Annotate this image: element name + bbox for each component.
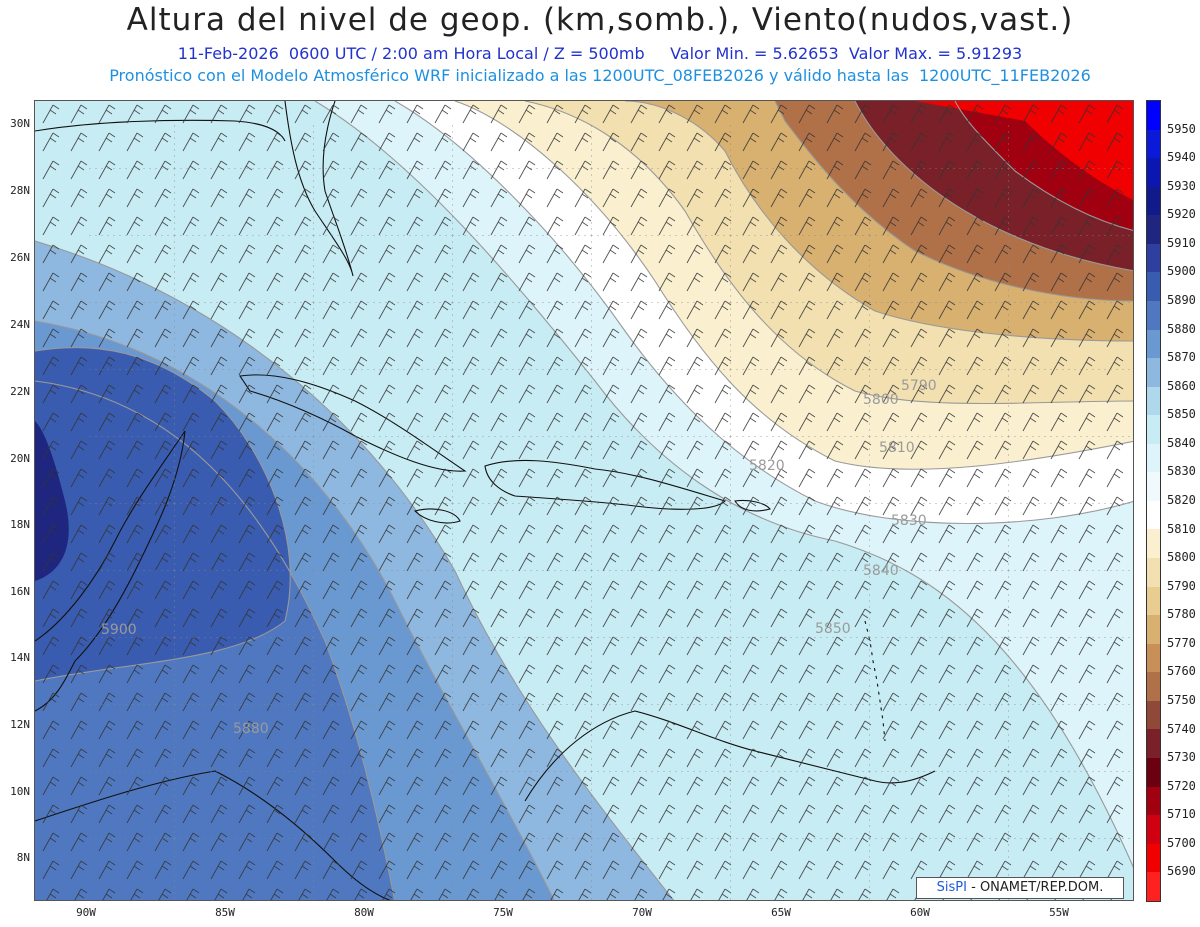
colorbar-segment — [1147, 186, 1160, 216]
colorbar-label: 5920 — [1167, 207, 1196, 222]
colorbar-label: 5730 — [1167, 750, 1196, 765]
geopotential-height-map: 5790 5800 5810 5820 5830 5840 5850 5900 … — [34, 100, 1134, 901]
colorbar-label: 5770 — [1167, 635, 1196, 650]
lon-label: 60W — [910, 906, 930, 919]
colorbar-label: 5710 — [1167, 807, 1196, 822]
colorbar-segment — [1147, 757, 1160, 787]
colorbar-label: 5950 — [1167, 121, 1196, 136]
colorbar-label: 5750 — [1167, 693, 1196, 707]
colorbar — [1146, 100, 1161, 902]
contour-label: 5830 — [891, 513, 927, 529]
colorbar-segment — [1147, 243, 1160, 273]
lat-label: 28N — [10, 184, 30, 197]
colorbar-label: 5740 — [1167, 721, 1196, 736]
lon-label: 80W — [354, 906, 374, 919]
contour-label: 5810 — [879, 440, 915, 456]
colorbar-segment — [1147, 215, 1160, 244]
lon-label: 65W — [771, 906, 791, 919]
colorbar-segment — [1147, 329, 1160, 359]
map-canvas: 5790 5800 5810 5820 5830 5840 5850 5900 … — [35, 101, 1133, 900]
colorbar-label: 5690 — [1167, 864, 1196, 879]
map-subtitle-valid-time: 11-Feb-2026 0600 UTC / 2:00 am Hora Loca… — [177, 44, 1023, 63]
colorbar-segment — [1147, 643, 1160, 673]
colorbar-segment — [1147, 272, 1160, 301]
colorbar-segment — [1147, 415, 1160, 444]
lon-label: 90W — [76, 906, 96, 919]
colorbar-segment — [1147, 700, 1160, 730]
lat-label: 16N — [10, 585, 30, 598]
lat-label: 24N — [10, 318, 30, 331]
colorbar-segment — [1147, 615, 1160, 644]
colorbar-segment — [1147, 358, 1160, 387]
colorbar-segment — [1147, 672, 1160, 701]
colorbar-label: 5940 — [1167, 150, 1196, 165]
contour-label: 5850 — [815, 621, 851, 637]
colorbar-segment — [1147, 843, 1160, 873]
graticule — [87, 121, 1133, 900]
lat-label: 8N — [16, 851, 30, 864]
colorbar-segment — [1147, 300, 1160, 330]
lon-label: 75W — [493, 906, 513, 919]
colorbar-segment — [1147, 443, 1160, 473]
colorbar-label: 5700 — [1167, 835, 1196, 850]
contour-label: 5900 — [101, 622, 137, 638]
contour-label: 5880 — [233, 721, 269, 737]
colorbar-segment — [1147, 101, 1160, 130]
colorbar-label: 5910 — [1167, 235, 1196, 250]
colorbar-label: 5930 — [1167, 178, 1196, 193]
colorbar-segment — [1147, 872, 1160, 901]
credit-box: SisPI - ONAMET/REP.DOM. — [916, 877, 1124, 899]
colorbar-segment — [1147, 386, 1160, 416]
colorbar-label: 5850 — [1167, 407, 1196, 422]
lat-label: 22N — [10, 385, 30, 398]
lat-label: 10N — [10, 785, 30, 798]
lat-label: 12N — [10, 718, 30, 731]
lat-label: 26N — [10, 251, 30, 264]
lat-label: 18N — [10, 518, 30, 531]
lon-label: 70W — [632, 906, 652, 919]
colorbar-label: 5840 — [1167, 435, 1196, 450]
colorbar-label: 5760 — [1167, 664, 1196, 679]
colorbar-segment — [1147, 472, 1160, 501]
colorbar-label: 5800 — [1167, 550, 1196, 565]
colorbar-label: 5820 — [1167, 493, 1196, 507]
colorbar-segment — [1147, 586, 1160, 616]
contour-label: 5800 — [863, 392, 899, 408]
colorbar-segment — [1147, 129, 1160, 159]
colorbar-label: 5860 — [1167, 378, 1196, 393]
colorbar-segment — [1147, 158, 1160, 187]
colorbar-label: 5790 — [1167, 578, 1196, 593]
colorbar-segment — [1147, 815, 1160, 844]
colorbar-segment — [1147, 729, 1160, 758]
contour-labels: 5790 5800 5810 5820 5830 5840 5850 5900 … — [101, 378, 937, 737]
colorbar-label: 5890 — [1167, 293, 1196, 307]
colorbar-label: 5900 — [1167, 264, 1196, 279]
colorbar-label: 5810 — [1167, 521, 1196, 536]
lat-label: 14N — [10, 651, 30, 664]
contour-label: 5840 — [863, 563, 899, 579]
colorbar-label: 5720 — [1167, 778, 1196, 793]
contour-label: 5790 — [901, 378, 937, 394]
map-subtitle-model-info: Pronóstico con el Modelo Atmosférico WRF… — [109, 66, 1091, 85]
sispi-logo: SisPI — [936, 880, 967, 895]
lat-label: 30N — [10, 117, 30, 130]
map-title: Altura del nivel de geop. (km,somb.), Vi… — [126, 2, 1074, 38]
colorbar-segment — [1147, 786, 1160, 816]
lon-label: 85W — [215, 906, 235, 919]
lon-label: 55W — [1049, 906, 1069, 919]
colorbar-label: 5780 — [1167, 607, 1196, 622]
colorbar-segment — [1147, 529, 1160, 558]
colorbar-segment — [1147, 558, 1160, 587]
colorbar-label: 5880 — [1167, 321, 1196, 336]
colorbar-segment — [1147, 500, 1160, 530]
lat-label: 20N — [10, 452, 30, 465]
colorbar-label: 5830 — [1167, 464, 1196, 479]
credit-text: - ONAMET/REP.DOM. — [966, 880, 1104, 895]
colorbar-label: 5870 — [1167, 350, 1196, 365]
contour-label: 5820 — [749, 458, 785, 474]
